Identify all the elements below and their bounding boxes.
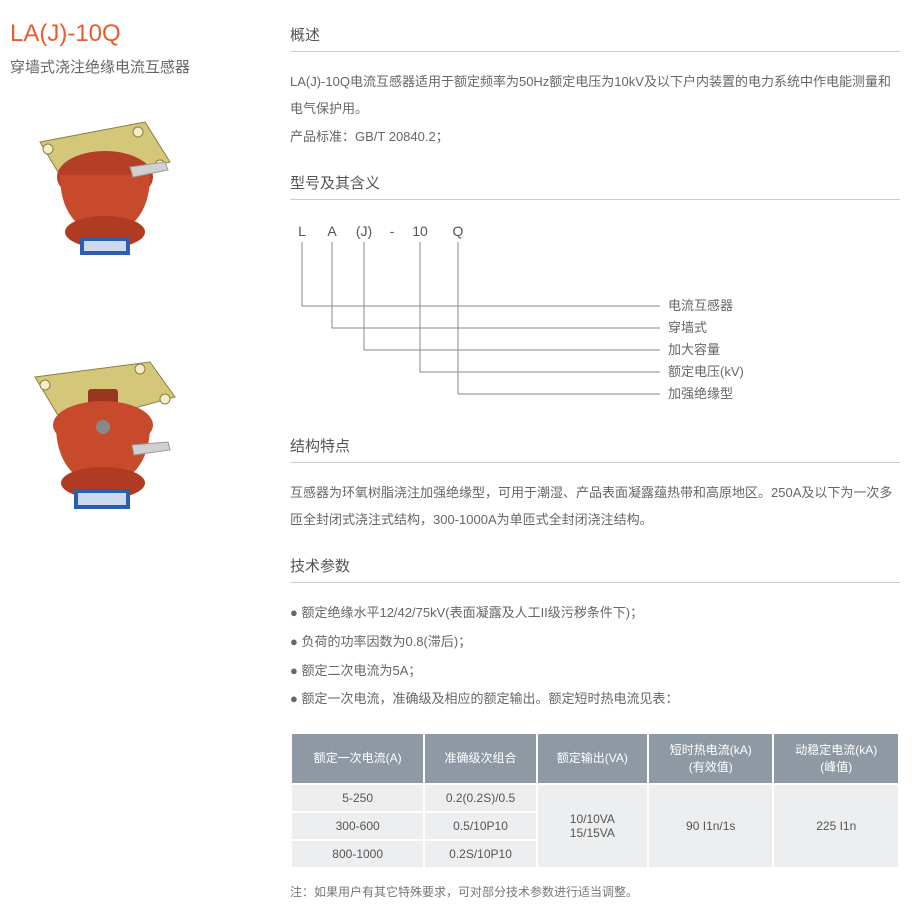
- table-cell: 10/10VA15/15VA: [537, 784, 648, 868]
- svg-text:额定电压(kV): 额定电压(kV): [668, 364, 744, 379]
- table-cell: 300-600: [291, 812, 424, 840]
- param-item: ● 额定二次电流为5A；: [290, 657, 900, 686]
- table-cell: 0.5/10P10: [424, 812, 536, 840]
- overview-title: 概述: [290, 24, 900, 52]
- overview-body-1: LA(J)-10Q电流互感器适用于额定频率为50Hz额定电压为10kV及以下户内…: [290, 68, 900, 123]
- param-list: ● 额定绝缘水平12/42/75kV(表面凝露及人工II级污秽条件下)；● 负荷…: [290, 599, 900, 713]
- svg-text:(J): (J): [356, 223, 372, 239]
- product-image-1: [10, 107, 290, 287]
- params-title: 技术参数: [290, 555, 900, 583]
- product-image-2: [10, 347, 290, 537]
- svg-text:加大容量: 加大容量: [668, 342, 720, 357]
- structure-title: 结构特点: [290, 435, 900, 463]
- table-header: 额定输出(VA): [537, 733, 648, 785]
- table-cell: 0.2(0.2S)/0.5: [424, 784, 536, 812]
- svg-text:-: -: [390, 223, 395, 239]
- product-name: 穿墙式浇注绝缘电流互感器: [10, 56, 290, 77]
- svg-text:10: 10: [412, 223, 428, 239]
- table-cell: 225 I1n: [773, 784, 899, 868]
- param-item: ● 负荷的功率因数为0.8(滞后)；: [290, 628, 900, 657]
- table-cell: 0.2S/10P10: [424, 840, 536, 868]
- svg-text:A: A: [327, 223, 337, 239]
- table-row: 5-2500.2(0.2S)/0.510/10VA15/15VA90 I1n/1…: [291, 784, 899, 812]
- overview-body-2: 产品标准：GB/T 20840.2；: [290, 123, 900, 150]
- table-cell: 800-1000: [291, 840, 424, 868]
- model-title: 型号及其含义: [290, 172, 900, 200]
- svg-text:穿墙式: 穿墙式: [668, 320, 707, 335]
- table-cell: 90 I1n/1s: [648, 784, 773, 868]
- footnote: 注：如果用户有其它特殊要求，可对部分技术参数进行适当调整。: [290, 883, 900, 900]
- svg-text:电流互感器: 电流互感器: [668, 298, 733, 313]
- table-header: 短时热电流(kA)(有效值): [648, 733, 773, 785]
- spec-table: 额定一次电流(A)准确级次组合额定输出(VA)短时热电流(kA)(有效值)动稳定…: [290, 732, 900, 870]
- svg-text:加强绝缘型: 加强绝缘型: [668, 386, 733, 401]
- table-header: 准确级次组合: [424, 733, 536, 785]
- param-item: ● 额定绝缘水平12/42/75kV(表面凝露及人工II级污秽条件下)；: [290, 599, 900, 628]
- param-item: ● 额定一次电流，准确级及相应的额定输出。额定短时热电流见表：: [290, 685, 900, 714]
- table-cell: 5-250: [291, 784, 424, 812]
- table-header: 动稳定电流(kA)(峰值): [773, 733, 899, 785]
- product-code: LA(J)-10Q: [10, 20, 290, 48]
- svg-text:L: L: [298, 223, 306, 239]
- table-header: 额定一次电流(A): [291, 733, 424, 785]
- structure-body: 互感器为环氧树脂浇注加强绝缘型，可用于潮湿、产品表面凝露蕴热带和高原地区。250…: [290, 479, 900, 534]
- model-diagram: L A (J) - 10 Q 加强绝缘型 额定电压(kV) 加大容量 穿墙式 电流互感器: [290, 216, 900, 413]
- svg-text:Q: Q: [453, 223, 464, 239]
